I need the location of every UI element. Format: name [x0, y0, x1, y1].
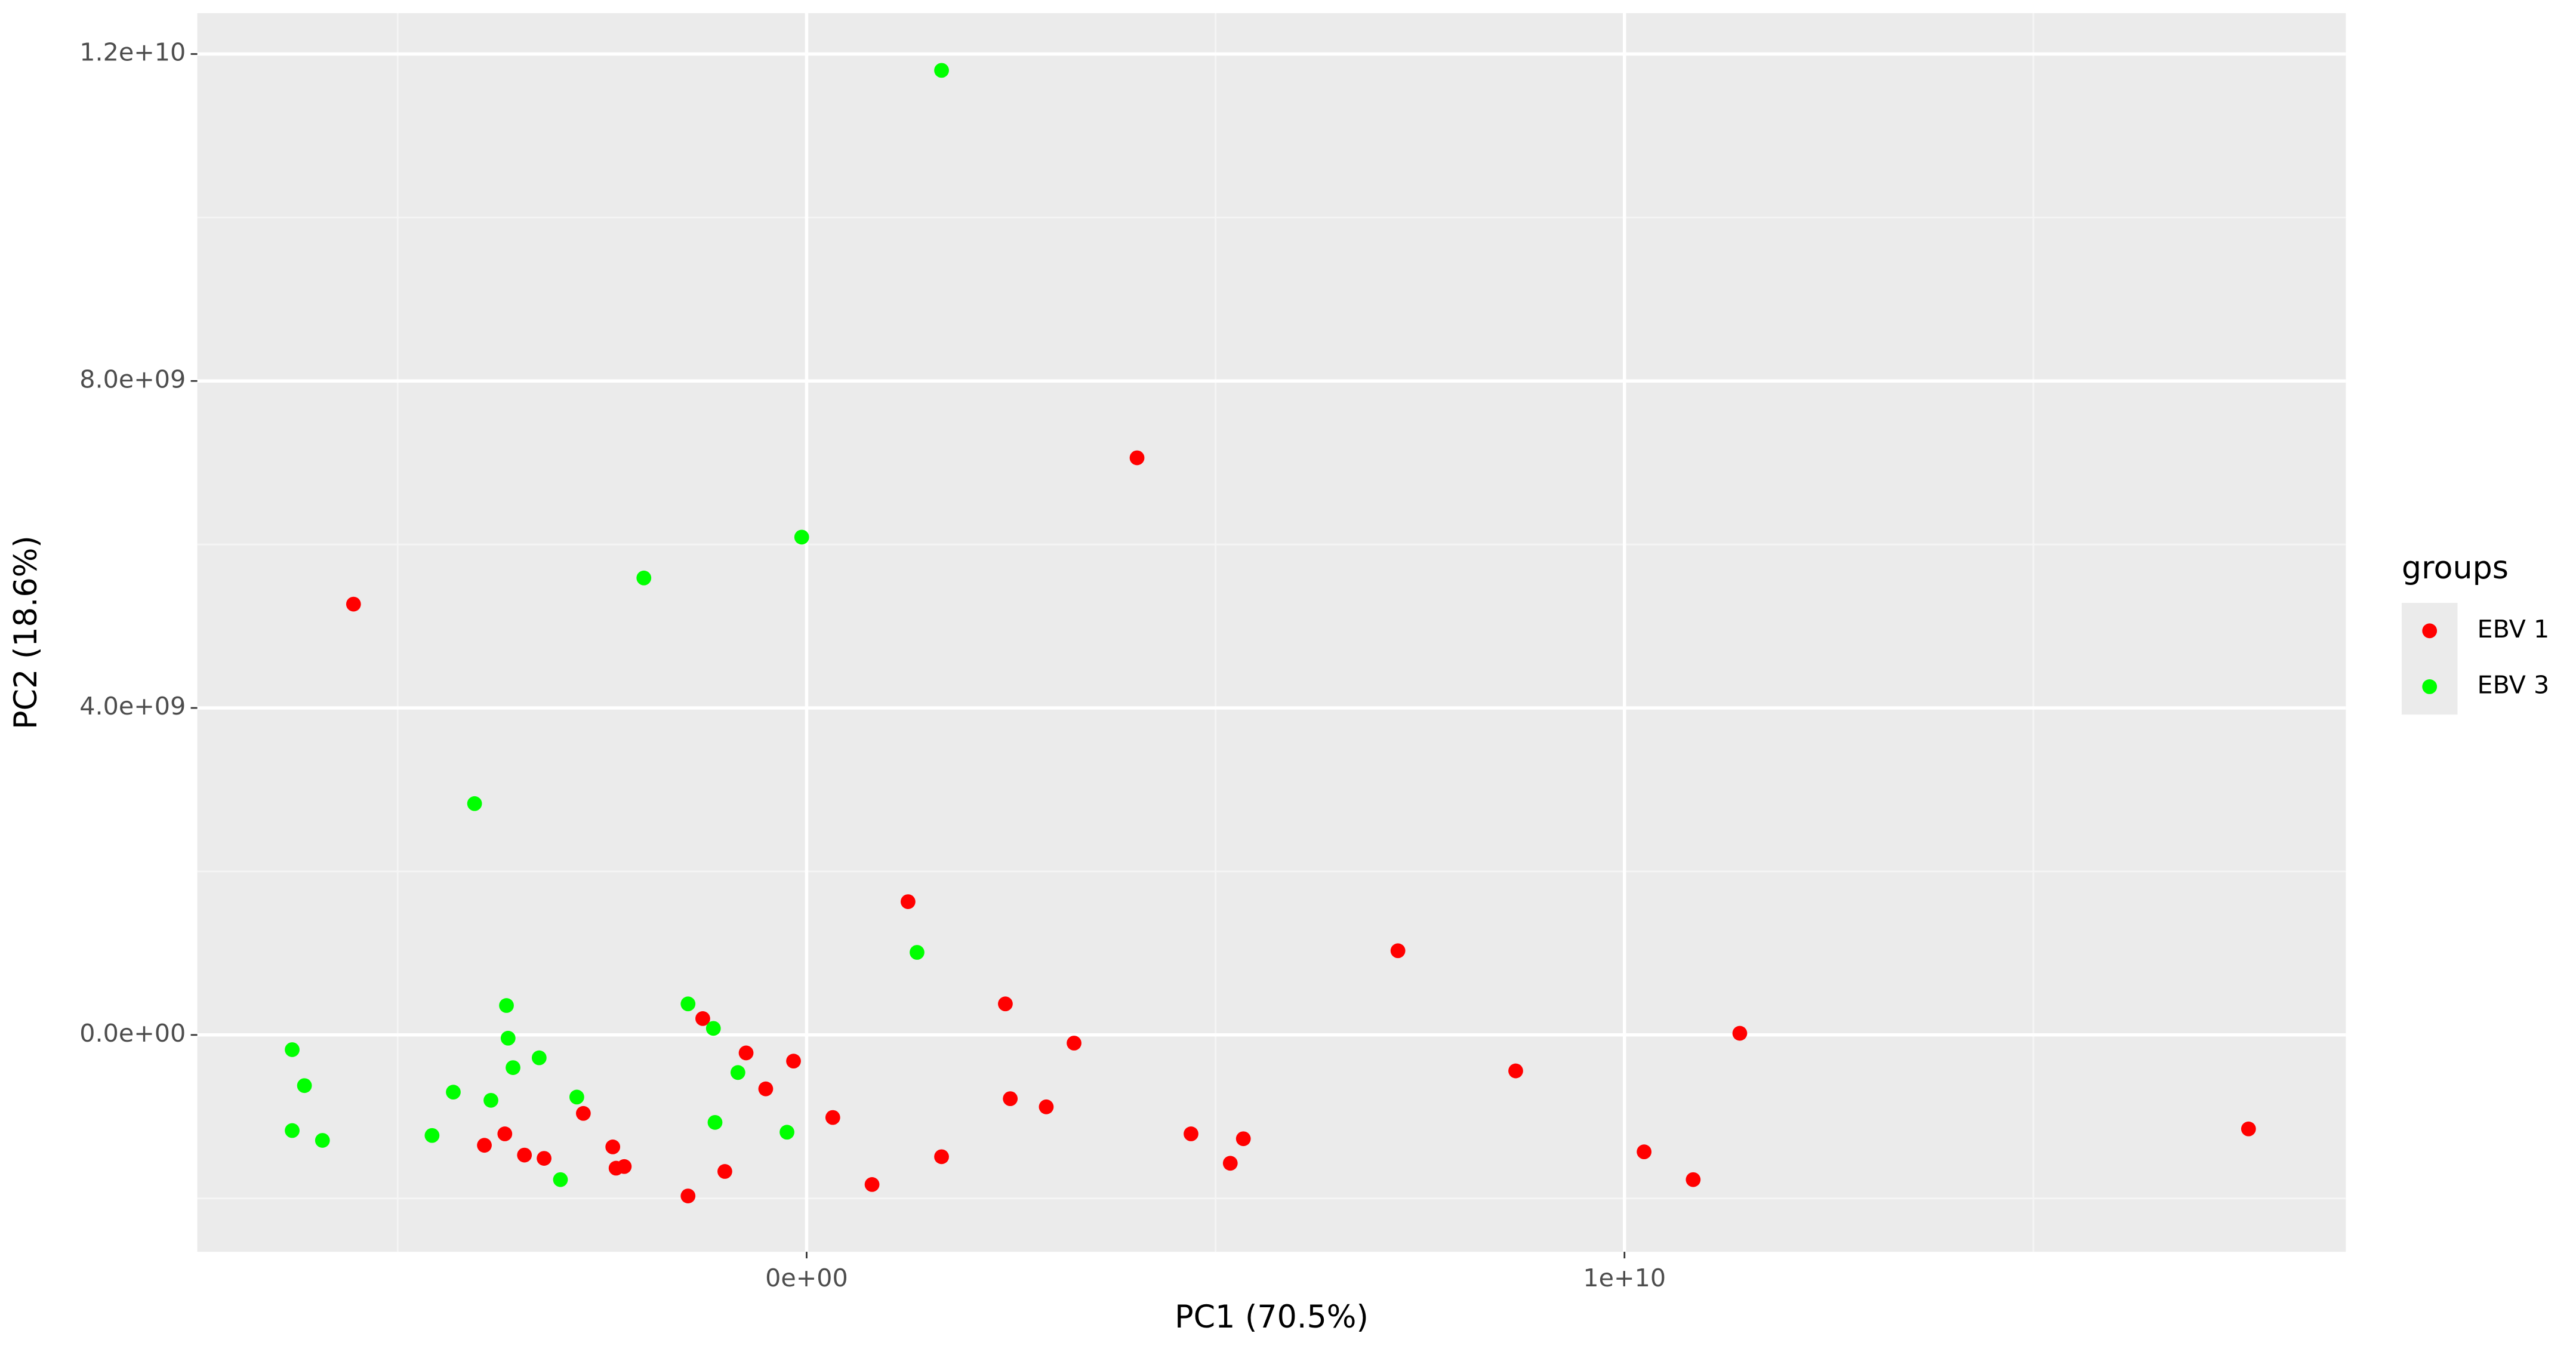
- point: [297, 1078, 312, 1094]
- point: [285, 1042, 300, 1057]
- legend-label: EBV 3: [2478, 670, 2550, 699]
- point: [1686, 1172, 1701, 1187]
- point: [531, 1050, 547, 1065]
- x-tick-label: 0e+00: [765, 1264, 848, 1292]
- point: [730, 1065, 745, 1080]
- point: [1390, 943, 1406, 959]
- point: [1637, 1144, 1652, 1160]
- point: [617, 1159, 632, 1174]
- point: [1003, 1091, 1018, 1107]
- point: [695, 1011, 710, 1026]
- point: [934, 63, 949, 78]
- point: [825, 1110, 840, 1125]
- point: [934, 1149, 949, 1165]
- legend-title: groups: [2402, 550, 2509, 586]
- point: [506, 1060, 520, 1075]
- point: [285, 1123, 300, 1138]
- point: [605, 1140, 621, 1154]
- point: [483, 1092, 498, 1108]
- y-axis-label: PC2 (18.6%): [8, 535, 44, 729]
- point: [497, 1126, 513, 1141]
- point: [900, 894, 916, 909]
- point: [636, 570, 652, 586]
- point: [717, 1164, 732, 1179]
- point: [2241, 1121, 2256, 1137]
- point: [680, 1188, 696, 1203]
- point: [1508, 1063, 1523, 1079]
- point: [499, 998, 514, 1013]
- legend: groups EBV 1 EBV 3: [2401, 550, 2550, 715]
- point: [553, 1172, 568, 1187]
- point: [998, 996, 1013, 1012]
- legend-key: [2422, 679, 2438, 694]
- y-tick-label: 8.0e+09: [79, 365, 186, 393]
- point: [1732, 1025, 1748, 1041]
- point: [537, 1151, 551, 1166]
- x-axis-label: PC1 (70.5%): [1175, 1299, 1369, 1335]
- point: [779, 1125, 794, 1140]
- point: [680, 996, 696, 1012]
- x-tick-label: 1e+10: [1583, 1264, 1666, 1292]
- point: [467, 796, 482, 811]
- point: [1222, 1156, 1238, 1171]
- legend-key: [2422, 623, 2438, 639]
- point: [864, 1177, 880, 1192]
- plot-panel: [197, 13, 2346, 1252]
- point: [786, 1054, 801, 1069]
- point: [707, 1114, 723, 1130]
- point: [315, 1133, 330, 1148]
- point: [1067, 1036, 1081, 1051]
- point: [758, 1081, 774, 1097]
- point: [424, 1128, 440, 1143]
- legend-label: EBV 1: [2478, 615, 2550, 643]
- point: [794, 529, 809, 545]
- point: [1129, 450, 1145, 466]
- point: [446, 1085, 461, 1100]
- point: [517, 1147, 532, 1163]
- point: [1184, 1126, 1198, 1141]
- point: [477, 1138, 492, 1153]
- legend-key-background: [2401, 603, 2458, 715]
- point: [910, 945, 925, 960]
- point: [1235, 1131, 1251, 1147]
- y-tick-label: 0.0e+00: [79, 1019, 186, 1048]
- y-tick-label: 4.0e+09: [79, 692, 186, 720]
- point: [705, 1021, 721, 1036]
- point: [500, 1030, 516, 1046]
- point: [569, 1089, 584, 1105]
- point: [738, 1045, 754, 1061]
- y-tick-label: 1.2e+10: [79, 38, 186, 66]
- point: [346, 596, 361, 612]
- point: [1039, 1099, 1054, 1114]
- point: [575, 1105, 591, 1121]
